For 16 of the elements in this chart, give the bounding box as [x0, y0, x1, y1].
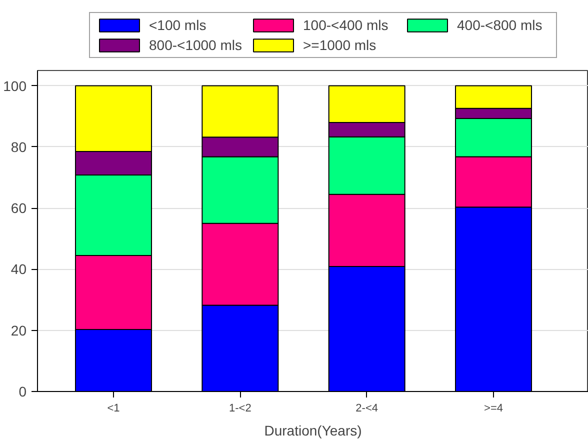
x-axis-title: Duration(Years): [264, 422, 362, 438]
y-tick-label: 100: [3, 78, 27, 94]
y-tick-label: 0: [18, 384, 27, 400]
y-tick-label: 40: [10, 261, 27, 278]
y-tick-label: 20: [10, 322, 27, 338]
x-tick-label: >=4: [484, 402, 503, 414]
legend-label: 400-<800 mls: [457, 17, 544, 33]
y-tick-label: 60: [10, 200, 27, 216]
y-tick-label: 80: [10, 138, 27, 155]
x-tick-label: 1-<2: [229, 402, 252, 414]
legend-label: 100-<400 mls: [303, 17, 390, 33]
x-tick-label: <1: [107, 402, 120, 414]
legend-label: 800-<1000 mls: [149, 37, 244, 53]
x-tick-label: 2-<4: [356, 402, 378, 414]
legend-label: >=1000 mls: [303, 37, 378, 53]
legend-label: <100 mls: [149, 17, 208, 33]
